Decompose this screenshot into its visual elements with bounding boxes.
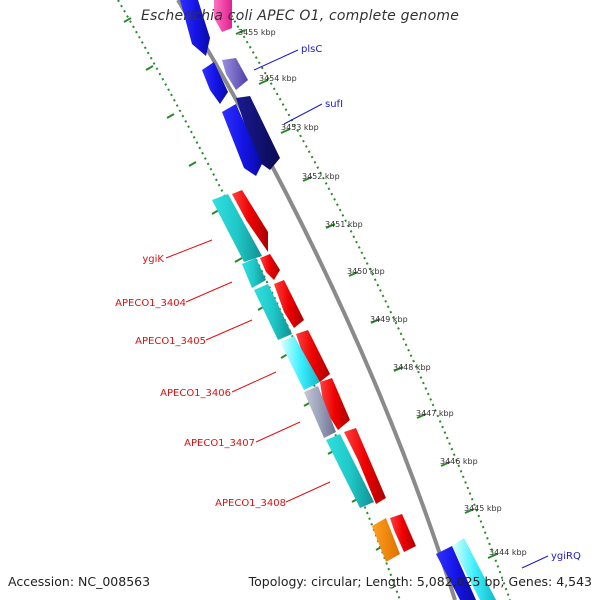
kbp-labels: 3455 kbp 3454 kbp 3453 kbp 3452 kbp 3451… [238, 28, 527, 557]
gene-feature-blue [180, 0, 210, 56]
gene-feature-red [232, 190, 268, 252]
gene-feature-purple [222, 58, 248, 90]
kbp-label: 3445 kbp [464, 504, 502, 513]
gene-feature-red [260, 254, 280, 280]
gene-feature-teal [212, 194, 262, 262]
kbp-label: 3452 kbp [302, 172, 340, 181]
gene-feature-red [274, 280, 304, 328]
gene-label-ygiRQ: ygiRQ [551, 551, 581, 562]
accession-text: Accession: NC_008563 [8, 574, 151, 589]
kbp-label: 3449 kbp [370, 315, 408, 324]
kbp-label: 3447 kbp [416, 409, 454, 418]
gene-feature-teal [326, 434, 374, 508]
kbp-label: 3454 kbp [259, 74, 297, 83]
gene-label-ygiK: ygiK [142, 254, 164, 265]
gene-feature-cyan [280, 336, 320, 390]
gene-feature-blue [436, 546, 476, 600]
gene-feature-grey [304, 386, 336, 438]
gene-feature-teal [242, 258, 266, 288]
forward-strand-genes [214, 0, 496, 600]
gene-labels: plsC sufI ygiRQ ygiK APECO1_3404 APECO1_… [115, 44, 581, 562]
kbp-label: 3453 kbp [281, 123, 319, 132]
kbp-label: 3444 kbp [489, 548, 527, 557]
gene-feature-red [296, 330, 330, 382]
gene-feature-blue [202, 62, 228, 104]
outer-major-ticks [235, 29, 498, 559]
gene-feature-teal [254, 284, 292, 340]
gene-label-plsC: plsC [301, 44, 322, 55]
gene-label-apeco1-3407: APECO1_3407 [184, 438, 255, 449]
outer-guide-line [221, 0, 511, 600]
reverse-strand-genes [180, 0, 476, 600]
gene-label-sufI: sufI [325, 99, 343, 110]
leader-lines [165, 49, 549, 569]
gene-feature-cyan [452, 538, 496, 600]
gene-label-apeco1-3405: APECO1_3405 [135, 336, 206, 347]
genome-summary-text: Topology: circular; Length: 5,082,025 bp… [248, 574, 592, 589]
kbp-label: 3451 kbp [325, 220, 363, 229]
gene-feature-blue [222, 104, 262, 176]
map-title: Escherichia coli APEC O1, complete genom… [140, 8, 460, 24]
kbp-label: 3446 kbp [440, 457, 478, 466]
kbp-label: 3450 kbp [347, 267, 385, 276]
genome-backbone [176, 0, 457, 600]
gene-label-apeco1-3408: APECO1_3408 [215, 498, 286, 509]
gene-feature-red [344, 428, 386, 504]
gene-feature-orange [372, 518, 400, 562]
gene-label-apeco1-3404: APECO1_3404 [115, 298, 186, 309]
inner-guide-line [117, 0, 401, 600]
kbp-label: 3448 kbp [393, 363, 431, 372]
gene-feature-navy [236, 96, 280, 170]
gene-feature-red [320, 378, 350, 430]
kbp-label: 3455 kbp [238, 28, 276, 37]
gene-label-apeco1-3406: APECO1_3406 [160, 388, 231, 399]
gene-feature-red [390, 514, 416, 552]
gene-feature-pink [214, 0, 232, 32]
